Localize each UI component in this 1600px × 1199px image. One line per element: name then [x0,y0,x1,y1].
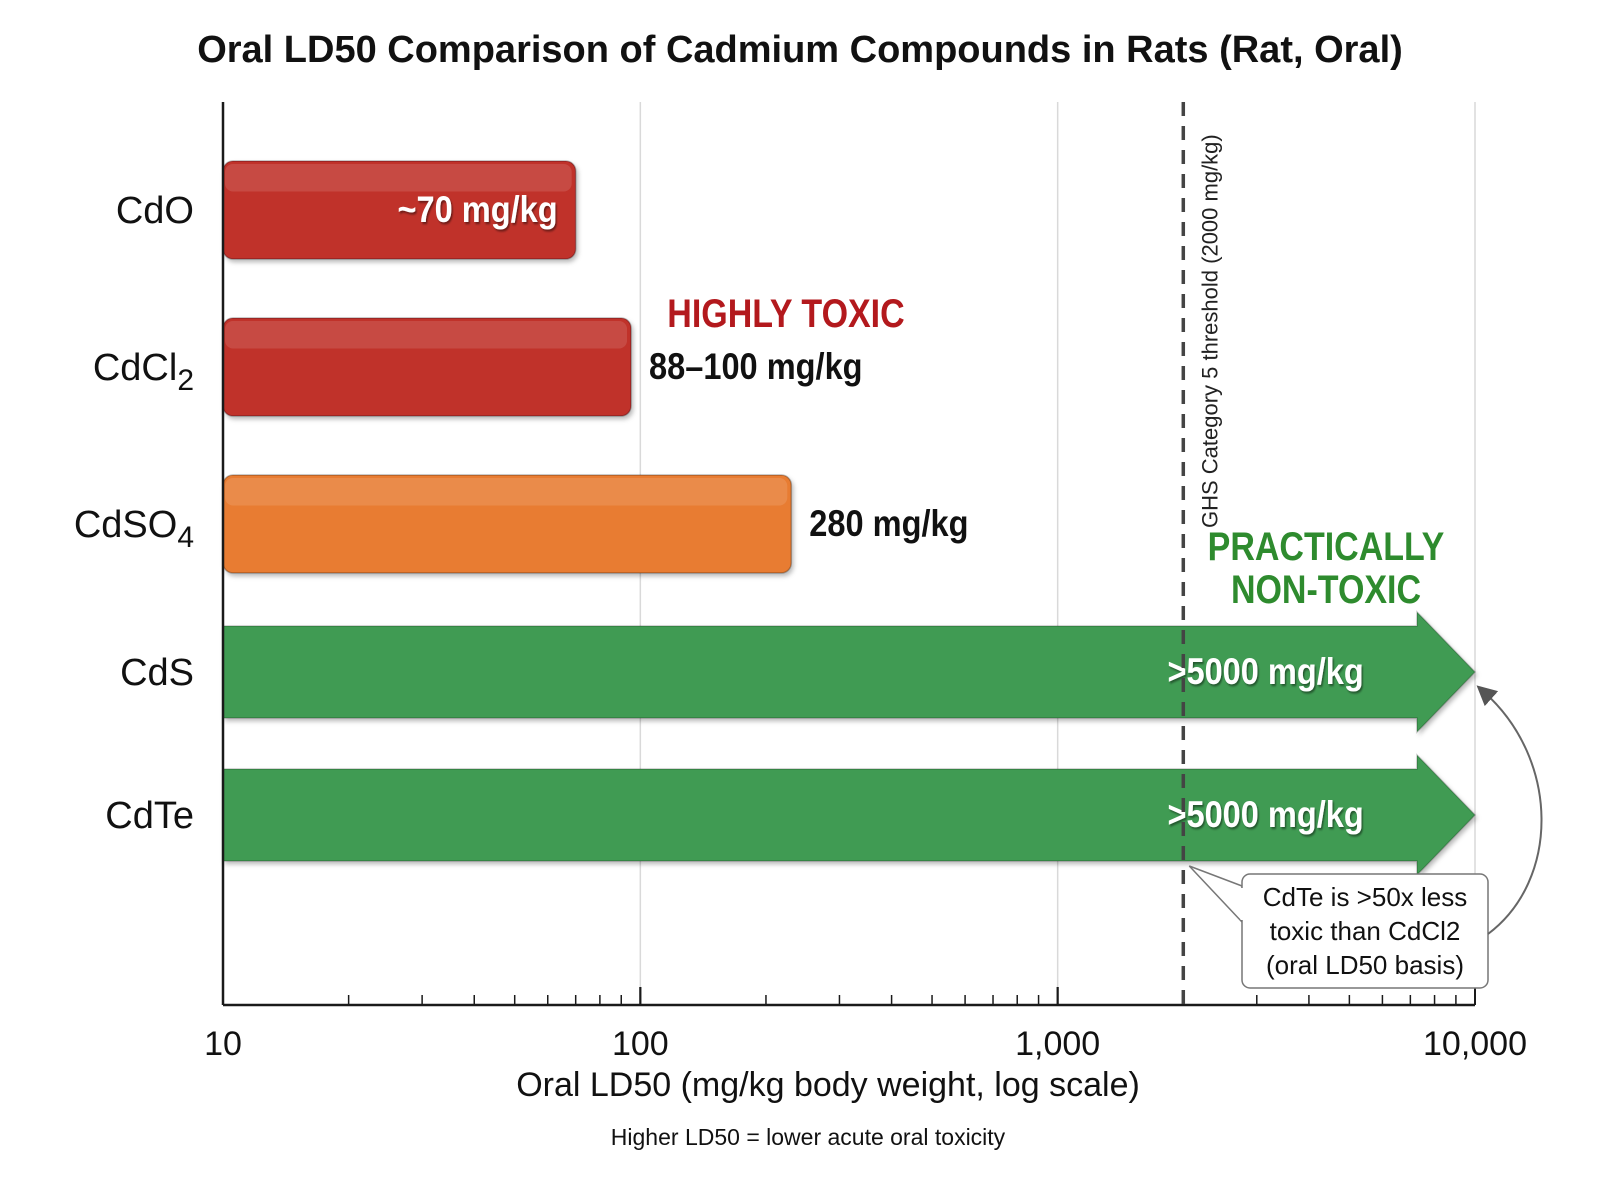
data-label: ~70 mg/kg [398,189,558,230]
x-tick-label: 10,000 [1423,1025,1527,1063]
data-label: 280 mg/kg [809,503,968,544]
bar-highlight [225,321,628,349]
data-label: >5000 mg/kg [1167,794,1363,835]
arrow-bar [222,753,1477,877]
x-axis: 10 100 1,000 10,000 [204,102,1527,1063]
category-label: CdTe [105,795,194,837]
arrow-bar [222,610,1477,734]
footnote: Higher LD50 = lower acute oral toxicity [611,1124,1006,1150]
category-label: CdO [116,190,194,232]
callout-curved-arrow [1476,685,1543,935]
bar-highlight [225,478,788,506]
callout-text: toxic than CdCl2 [1270,916,1461,946]
highly-toxic-annotation: HIGHLY TOXIC [667,290,904,335]
category-label: CdSO4 [74,504,194,554]
x-tick-label: 10 [204,1025,242,1063]
callout-text: (oral LD50 basis) [1266,950,1464,980]
callout-text: CdTe is >50x less [1263,882,1467,912]
category-label: CdS [120,652,194,694]
category-label: CdCl2 [93,347,194,397]
threshold-line-group: GHS Category 5 threshold (2000 mg/kg) [1181,102,1222,1005]
bars: ~70 mg/kg 88–100 mg/kg 280 mg/kg >5000 mg/k… [222,160,1477,877]
x-tick-label: 100 [612,1025,669,1063]
x-axis-title: Oral LD50 (mg/kg body weight, log scale) [516,1066,1140,1104]
non-toxic-annotation: PRACTICALLY [1208,523,1445,568]
non-toxic-annotation: NON-TOXIC [1231,566,1421,611]
category-labels: CdO CdCl2 CdSO4 CdS CdTe [74,190,194,837]
threshold-label: GHS Category 5 threshold (2000 mg/kg) [1197,134,1222,528]
bar-highlight [225,164,572,192]
data-label: >5000 mg/kg [1167,651,1363,692]
callout-box [1241,873,1489,989]
chart-title: Oral LD50 Comparison of Cadmium Compound… [197,29,1403,71]
x-tick-label: 1,000 [1015,1025,1100,1063]
callout-pointer [1188,865,1243,924]
data-label: 88–100 mg/kg [649,346,863,387]
